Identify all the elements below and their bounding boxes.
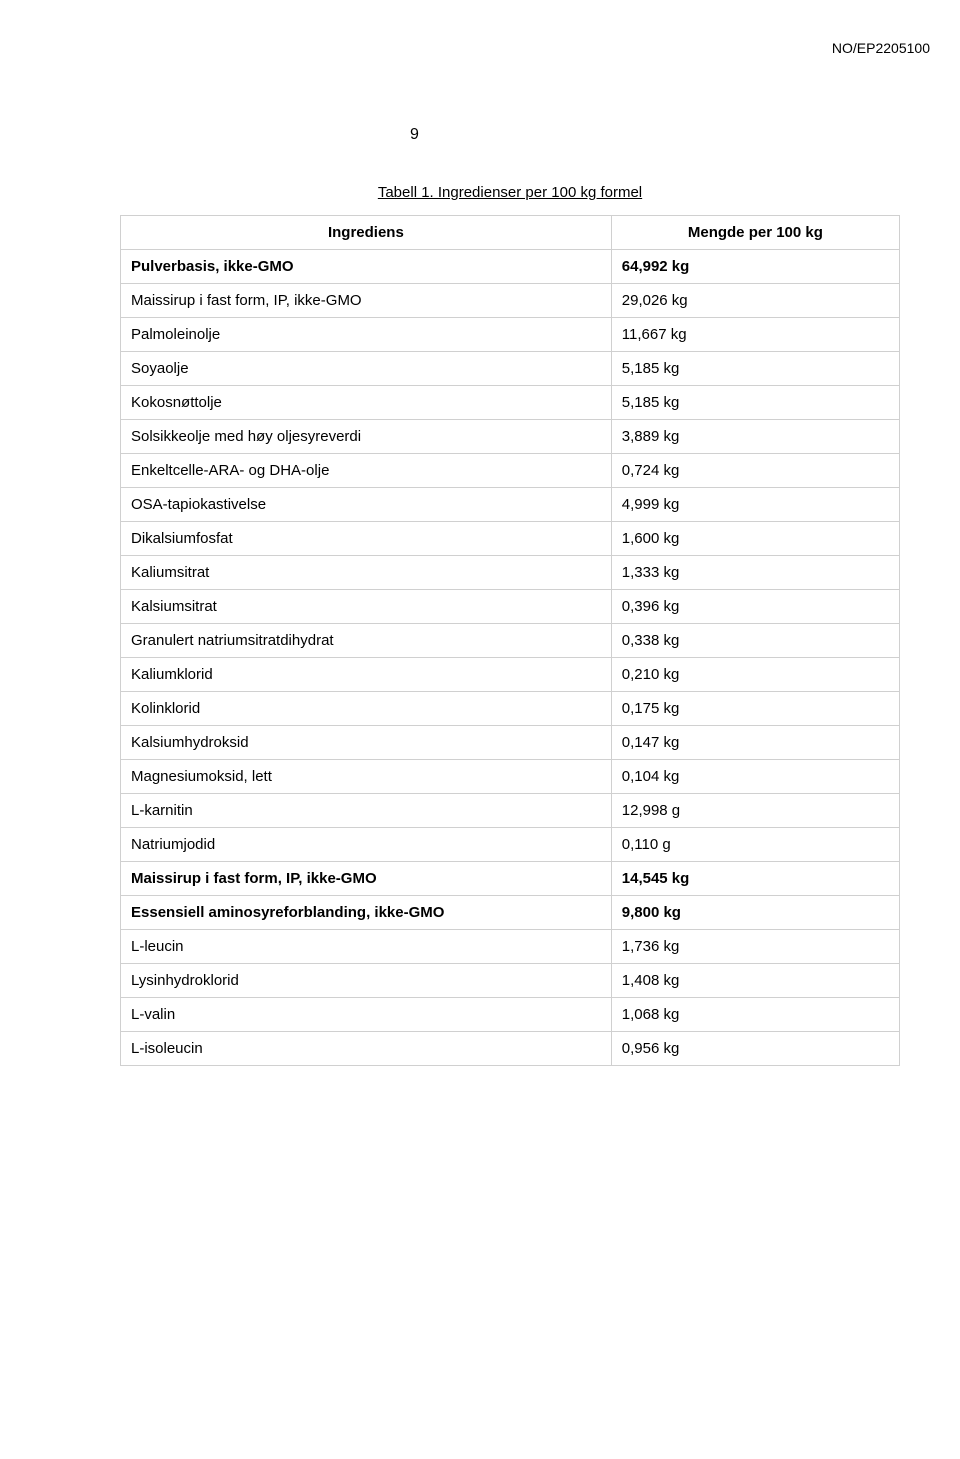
ingredient-value: 0,147 kg [611, 726, 899, 760]
ingredient-value: 0,104 kg [611, 760, 899, 794]
table-row: Pulverbasis, ikke-GMO64,992 kg [121, 250, 900, 284]
ingredient-value: 1,333 kg [611, 556, 899, 590]
ingredient-value: 11,667 kg [611, 318, 899, 352]
table-row: Kolinklorid0,175 kg [121, 692, 900, 726]
ingredient-value: 1,068 kg [611, 998, 899, 1032]
table-row: Kokosnøttolje5,185 kg [121, 386, 900, 420]
ingredient-value: 5,185 kg [611, 352, 899, 386]
ingredient-label: Essensiell aminosyreforblanding, ikke-GM… [121, 896, 612, 930]
table-caption: Tabell 1. Ingredienser per 100 kg formel [120, 184, 900, 201]
table-row: Kalsiumhydroksid0,147 kg [121, 726, 900, 760]
ingredient-label: Lysinhydroklorid [121, 964, 612, 998]
table-row: Maissirup i fast form, IP, ikke-GMO14,54… [121, 862, 900, 896]
ingredient-value: 1,736 kg [611, 930, 899, 964]
ingredient-label: L-karnitin [121, 794, 612, 828]
ingredient-value: 29,026 kg [611, 284, 899, 318]
document-id: NO/EP2205100 [120, 40, 930, 56]
document-page: NO/EP2205100 9 Tabell 1. Ingredienser pe… [0, 0, 960, 1459]
table-row: L-valin1,068 kg [121, 998, 900, 1032]
header-amount: Mengde per 100 kg [611, 216, 899, 250]
table-row: Maissirup i fast form, IP, ikke-GMO29,02… [121, 284, 900, 318]
ingredient-value: 14,545 kg [611, 862, 899, 896]
table-row: L-leucin1,736 kg [121, 930, 900, 964]
ingredient-label: Granulert natriumsitratdihydrat [121, 624, 612, 658]
ingredient-value: 0,338 kg [611, 624, 899, 658]
ingredient-label: Kaliumsitrat [121, 556, 612, 590]
table-row: Kaliumsitrat1,333 kg [121, 556, 900, 590]
ingredient-value: 9,800 kg [611, 896, 899, 930]
ingredient-value: 3,889 kg [611, 420, 899, 454]
table-row: OSA-tapiokastivelse4,999 kg [121, 488, 900, 522]
ingredient-label: Kaliumklorid [121, 658, 612, 692]
ingredient-value: 0,175 kg [611, 692, 899, 726]
ingredient-value: 64,992 kg [611, 250, 899, 284]
table-header-row: Ingrediens Mengde per 100 kg [121, 216, 900, 250]
ingredient-value: 0,110 g [611, 828, 899, 862]
ingredient-value: 4,999 kg [611, 488, 899, 522]
table-row: Enkeltcelle-ARA- og DHA-olje0,724 kg [121, 454, 900, 488]
ingredient-label: Maissirup i fast form, IP, ikke-GMO [121, 284, 612, 318]
ingredient-label: L-isoleucin [121, 1032, 612, 1066]
ingredient-value: 1,408 kg [611, 964, 899, 998]
ingredient-label: Kalsiumhydroksid [121, 726, 612, 760]
ingredient-label: OSA-tapiokastivelse [121, 488, 612, 522]
ingredient-value: 1,600 kg [611, 522, 899, 556]
ingredient-label: Kalsiumsitrat [121, 590, 612, 624]
header-ingredient: Ingrediens [121, 216, 612, 250]
table-row: Magnesiumoksid, lett0,104 kg [121, 760, 900, 794]
table-row: Lysinhydroklorid1,408 kg [121, 964, 900, 998]
ingredient-label: Palmoleinolje [121, 318, 612, 352]
table-row: Soyaolje5,185 kg [121, 352, 900, 386]
ingredient-label: Kokosnøttolje [121, 386, 612, 420]
table-row: Solsikkeolje med høy oljesyreverdi3,889 … [121, 420, 900, 454]
table-row: Palmoleinolje11,667 kg [121, 318, 900, 352]
ingredient-label: Dikalsiumfosfat [121, 522, 612, 556]
ingredient-label: L-valin [121, 998, 612, 1032]
table-row: Dikalsiumfosfat1,600 kg [121, 522, 900, 556]
ingredient-label: Natriumjodid [121, 828, 612, 862]
ingredient-value: 0,956 kg [611, 1032, 899, 1066]
page-number: 9 [410, 126, 900, 144]
ingredient-value: 5,185 kg [611, 386, 899, 420]
table-row: Essensiell aminosyreforblanding, ikke-GM… [121, 896, 900, 930]
ingredient-value: 0,724 kg [611, 454, 899, 488]
ingredient-label: Enkeltcelle-ARA- og DHA-olje [121, 454, 612, 488]
ingredient-label: Maissirup i fast form, IP, ikke-GMO [121, 862, 612, 896]
ingredient-value: 12,998 g [611, 794, 899, 828]
ingredients-table-body: Ingrediens Mengde per 100 kg Pulverbasis… [121, 216, 900, 1066]
table-row: Natriumjodid0,110 g [121, 828, 900, 862]
ingredient-label: Soyaolje [121, 352, 612, 386]
table-row: Granulert natriumsitratdihydrat0,338 kg [121, 624, 900, 658]
table-row: L-karnitin12,998 g [121, 794, 900, 828]
ingredient-label: L-leucin [121, 930, 612, 964]
table-row: Kaliumklorid0,210 kg [121, 658, 900, 692]
ingredient-label: Pulverbasis, ikke-GMO [121, 250, 612, 284]
ingredients-table: Ingrediens Mengde per 100 kg Pulverbasis… [120, 215, 900, 1066]
table-row: L-isoleucin0,956 kg [121, 1032, 900, 1066]
ingredient-value: 0,210 kg [611, 658, 899, 692]
ingredient-label: Solsikkeolje med høy oljesyreverdi [121, 420, 612, 454]
ingredient-label: Kolinklorid [121, 692, 612, 726]
ingredient-label: Magnesiumoksid, lett [121, 760, 612, 794]
table-row: Kalsiumsitrat0,396 kg [121, 590, 900, 624]
ingredient-value: 0,396 kg [611, 590, 899, 624]
